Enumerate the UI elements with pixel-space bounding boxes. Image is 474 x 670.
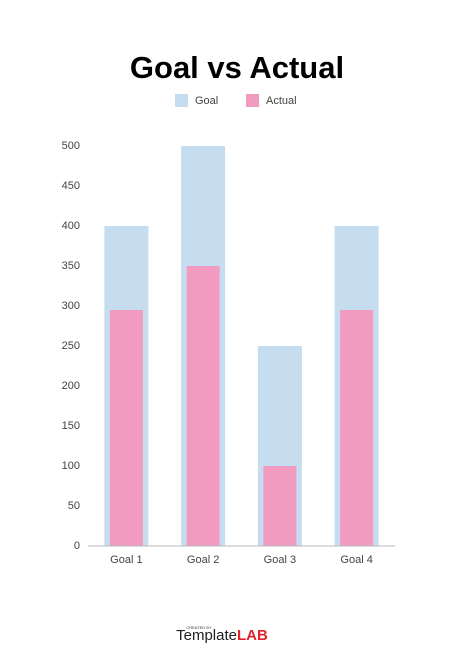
- y-tick-label: 400: [62, 220, 80, 232]
- legend-swatch: [246, 94, 259, 107]
- x-tick-label: Goal 1: [110, 554, 142, 566]
- chart-title: Goal vs Actual: [130, 50, 344, 85]
- footer-brand-bold: LAB: [237, 627, 268, 644]
- y-tick-label: 100: [62, 460, 80, 472]
- footer-brand: Template: [176, 627, 237, 644]
- footer-created-by: CREATED BY: [186, 625, 212, 630]
- y-tick-label: 450: [62, 180, 80, 192]
- y-tick-label: 350: [62, 260, 80, 272]
- y-tick-label: 150: [62, 420, 80, 432]
- y-tick-label: 250: [62, 340, 80, 352]
- x-tick-label: Goal 2: [187, 554, 219, 566]
- legend-label: Actual: [266, 95, 297, 107]
- bar: [186, 266, 220, 546]
- y-tick-label: 0: [74, 540, 80, 552]
- legend-swatch: [175, 94, 188, 107]
- x-tick-label: Goal 3: [264, 554, 296, 566]
- bar: [263, 466, 297, 546]
- x-tick-label: Goal 4: [340, 554, 372, 566]
- y-tick-label: 300: [62, 300, 80, 312]
- bar: [340, 310, 374, 546]
- y-tick-label: 500: [62, 140, 80, 152]
- y-tick-label: 200: [62, 380, 80, 392]
- bar: [109, 310, 143, 546]
- y-tick-label: 50: [68, 500, 80, 512]
- legend-label: Goal: [195, 95, 218, 107]
